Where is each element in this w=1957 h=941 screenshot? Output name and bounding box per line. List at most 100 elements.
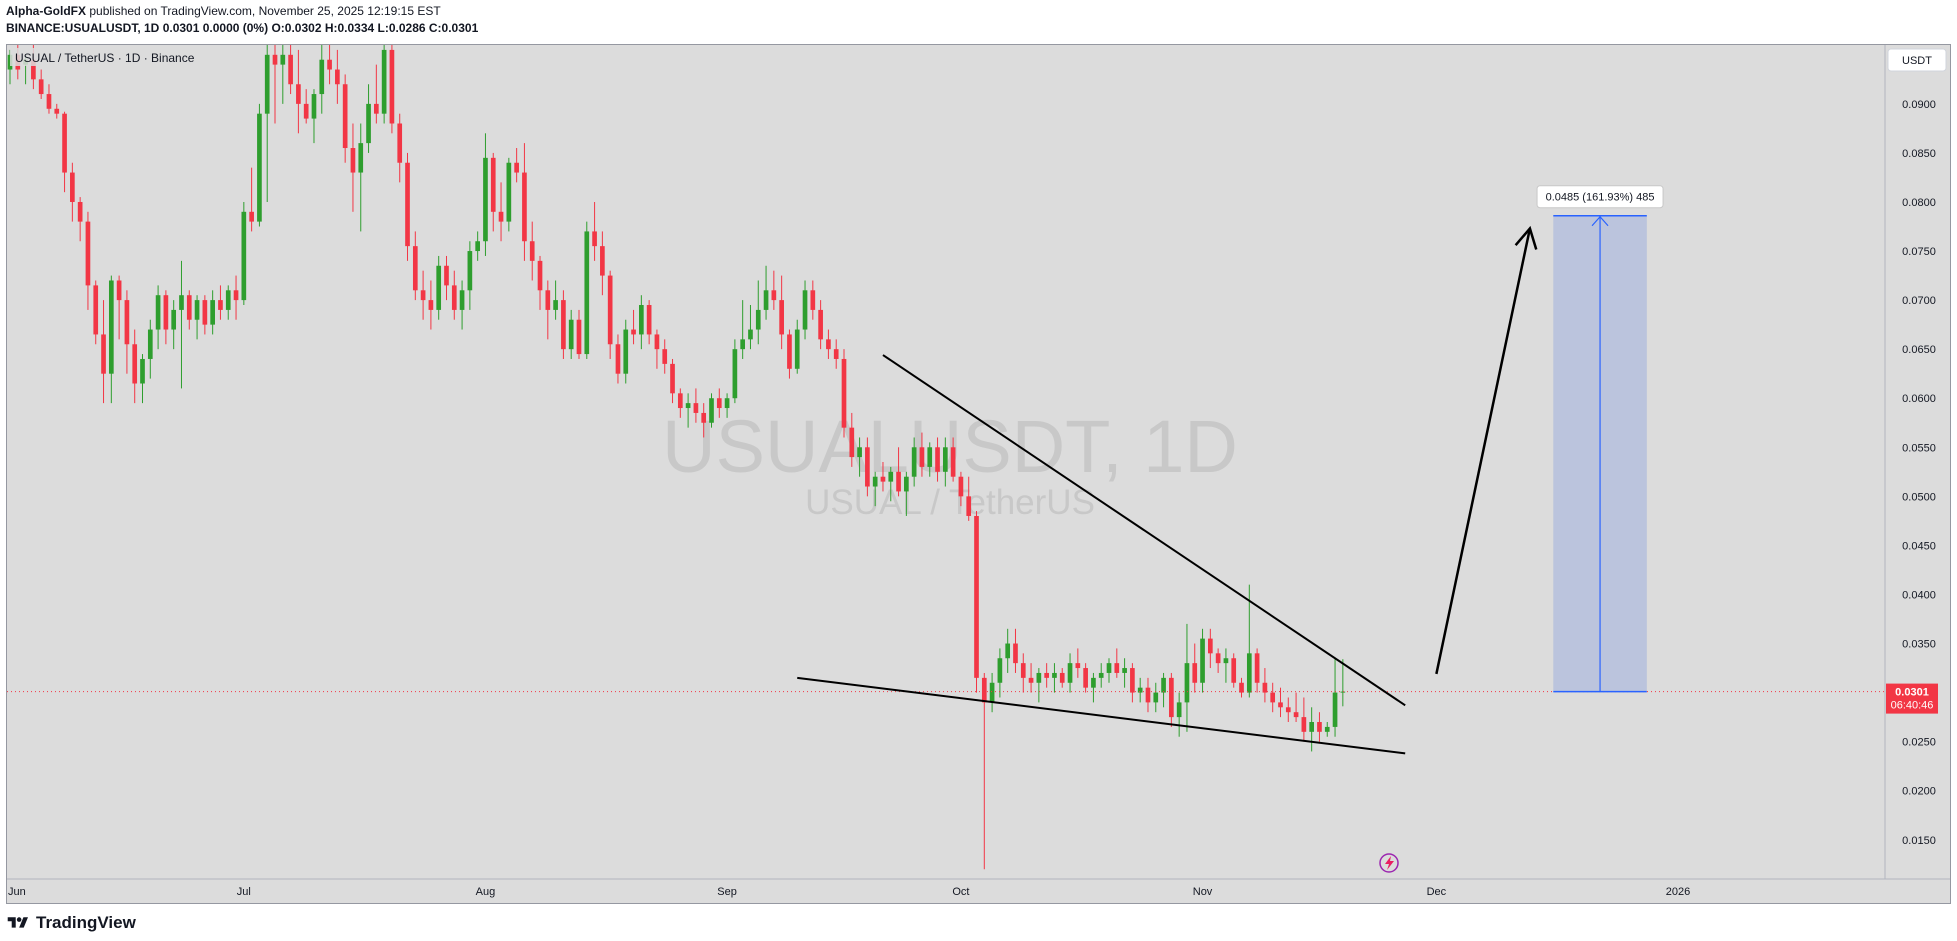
last-price-value: 0.0301 [1895, 687, 1929, 699]
candle-body [1254, 653, 1260, 683]
bar-countdown: 06:40:46 [1891, 700, 1934, 712]
publish-info: Alpha-GoldFX published on TradingView.co… [6, 4, 441, 18]
candle-body [1231, 658, 1237, 683]
candle-body [880, 476, 886, 482]
candle-body [342, 84, 348, 149]
candle-body [966, 496, 972, 516]
candle-body [483, 157, 488, 242]
candle-body [1184, 663, 1190, 703]
candle-body [373, 103, 379, 114]
candle-body [1192, 663, 1198, 683]
candle-body [732, 349, 738, 399]
price-tick-label: 0.0700 [1902, 295, 1936, 307]
candle-body [280, 54, 286, 65]
candle-body [693, 403, 699, 413]
candle-body [46, 94, 52, 109]
currency-button[interactable] [1887, 48, 1947, 72]
wedge-upper-trendline[interactable] [882, 354, 1406, 707]
legend-background [10, 48, 206, 66]
candle-body [381, 49, 387, 114]
candle-body [865, 447, 870, 487]
candle-body [935, 447, 940, 472]
candle-body [38, 79, 44, 95]
candle-body [62, 113, 67, 173]
candle-body [108, 280, 114, 374]
candle-body [677, 393, 683, 409]
chart-canvas[interactable]: USUALUSDT, 1D USUAL / TetherUS 0.0485 (1… [6, 44, 1951, 904]
candle-body [740, 339, 746, 350]
candle-body [600, 246, 605, 276]
candle-body [225, 290, 231, 310]
candle-body [101, 334, 106, 374]
candle-body [93, 285, 99, 335]
candle-body [568, 319, 574, 350]
candle-body [1324, 726, 1330, 732]
candle-body [1270, 692, 1276, 703]
projection-arrow[interactable] [1435, 228, 1532, 675]
time-axis[interactable]: Jun Jul Aug Sep Oct Nov Dec 2026 [8, 886, 1690, 898]
candle-body [1293, 712, 1299, 718]
candles-group [7, 45, 1346, 870]
candle-body [662, 349, 668, 364]
candle-body [389, 49, 395, 124]
price-tick-label: 0.0350 [1902, 639, 1936, 651]
candle-body [179, 295, 184, 310]
candle-body [623, 329, 629, 374]
price-tick-label: 0.0150 [1902, 835, 1936, 847]
candle-body [1083, 668, 1088, 688]
candle-body [233, 290, 239, 301]
time-tick-label: Jul [237, 886, 251, 898]
candle-body [537, 260, 543, 291]
candle-body [1317, 722, 1322, 732]
candle-body [506, 162, 512, 222]
candle-body [70, 172, 75, 202]
candle-body [54, 108, 60, 114]
projection-arrow-head [1514, 225, 1538, 250]
candle-body [927, 447, 933, 467]
price-tick-label: 0.0200 [1902, 786, 1936, 798]
candle-body [366, 103, 371, 144]
candle-body [561, 300, 566, 350]
candle-body [1013, 643, 1018, 664]
candle-body [1340, 691, 1346, 693]
candle-body [701, 412, 707, 423]
chart-legend[interactable]: USUAL / TetherUS · 1D · Binance [15, 51, 195, 65]
candle-body [498, 211, 504, 222]
price-tick-label: 0.0800 [1902, 197, 1936, 209]
price-axis[interactable]: 0.0900 0.0850 0.0800 0.0750 0.0700 0.0650 0.06… [1886, 99, 1938, 847]
candle-body [615, 344, 621, 374]
time-tick-label: 2026 [1666, 886, 1690, 898]
author-name[interactable]: Alpha-GoldFX [6, 4, 86, 18]
candle-body [412, 246, 418, 291]
last-price-badge[interactable] [1886, 683, 1938, 714]
candle-body [264, 54, 270, 114]
candle-body [1153, 692, 1159, 703]
chart-frame[interactable]: USUALUSDT, 1D USUAL / TetherUS 0.0485 (1… [6, 44, 1951, 904]
candle-body [1059, 672, 1065, 683]
price-tick-label: 0.0750 [1902, 246, 1936, 258]
wedge-lower-trendline[interactable] [797, 676, 1406, 755]
candle-body [405, 162, 410, 247]
candle-body [202, 300, 208, 325]
price-tick-label: 0.0900 [1902, 99, 1936, 111]
candle-body [171, 309, 177, 330]
candle-body [1332, 692, 1338, 727]
footer-brand[interactable]: TradingView [36, 913, 136, 932]
candle-body [31, 59, 36, 80]
candle-body [1137, 687, 1143, 693]
candle-body [140, 358, 145, 384]
candle-body [1207, 638, 1213, 654]
candle-body [475, 241, 481, 252]
candle-body [319, 59, 325, 95]
candle-body [685, 403, 691, 409]
candle-body [919, 447, 925, 467]
candle-body [1309, 722, 1315, 732]
candle-body [397, 123, 403, 163]
candle-body [849, 427, 855, 458]
watermark-symbol: USUALUSDT, 1D [662, 405, 1238, 488]
candle-body [210, 300, 215, 325]
candle-body [942, 447, 948, 472]
lightning-icon[interactable] [1379, 853, 1399, 873]
candle-body [147, 329, 153, 359]
measure-label: 0.0485 (161.93%) 485 [1546, 192, 1655, 204]
